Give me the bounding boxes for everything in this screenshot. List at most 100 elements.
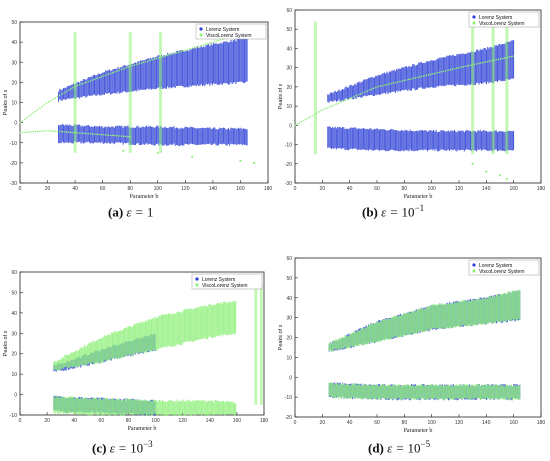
legend-marker-viscolorenz-system bbox=[472, 269, 476, 273]
viscolorenz-system-curve-upper-point bbox=[50, 99, 52, 102]
data-layer bbox=[53, 284, 263, 417]
y-axis-label: Peaks of x bbox=[278, 83, 284, 109]
y-tick-label: 60 bbox=[286, 256, 292, 262]
viscolorenz-system-vertical-band bbox=[471, 21, 475, 155]
x-tick-label: 40 bbox=[71, 418, 77, 424]
viscolorenz-system-curve-lower-point bbox=[113, 134, 116, 137]
viscolorenz-system-curve-lower-point bbox=[45, 129, 48, 132]
viscolorenz-system-curve-upper-point bbox=[449, 68, 452, 71]
viscolorenz-system-curve-upper-point bbox=[442, 70, 445, 73]
viscolorenz-system-curve-upper-point bbox=[318, 111, 320, 113]
y-tick-label: 50 bbox=[11, 20, 17, 26]
viscolorenz-system-curve-upper-point bbox=[377, 85, 379, 88]
viscolorenz-system-curve-upper-point bbox=[102, 75, 105, 77]
caption-d-tag: (d) bbox=[368, 440, 384, 456]
viscolorenz-system-curve-upper-point bbox=[193, 46, 195, 49]
viscolorenz-system-curve-upper-point bbox=[431, 73, 434, 75]
viscolorenz-system-curve-upper-point bbox=[149, 59, 151, 62]
viscolorenz-system-vertical-band bbox=[128, 32, 132, 153]
viscolorenz-system-curve-upper-point bbox=[19, 121, 21, 124]
viscolorenz-system-curve-lower-point bbox=[39, 130, 41, 133]
viscolorenz-system-vertical-band bbox=[505, 21, 509, 155]
x-tick-label: 100 bbox=[154, 186, 163, 192]
viscolorenz-system-curve-upper-point bbox=[296, 123, 298, 125]
y-tick-label: 50 bbox=[286, 276, 292, 282]
viscolorenz-system-curve-upper-point bbox=[180, 50, 182, 53]
viscolorenz-system-curve-upper-point bbox=[464, 65, 467, 68]
viscolorenz-system-curve-upper-point bbox=[388, 83, 390, 85]
y-tick-label: 40 bbox=[286, 46, 292, 52]
legend-box bbox=[468, 11, 540, 28]
viscolorenz-system-curve-upper-point bbox=[191, 47, 193, 50]
viscolorenz-system-curve-upper-point bbox=[484, 61, 487, 63]
legend-label-lorenz-system: Lorenz System bbox=[206, 27, 239, 33]
viscolorenz-system-curve-upper-point bbox=[311, 114, 314, 117]
viscolorenz-system-curve-upper-point bbox=[91, 79, 94, 81]
viscolorenz-system-curve-upper-point bbox=[386, 83, 388, 86]
viscolorenz-system-curve-lower-point bbox=[125, 135, 127, 138]
viscolorenz-system-curve-upper-point bbox=[355, 94, 358, 97]
viscolorenz-system-scatter-point bbox=[122, 149, 125, 152]
viscolorenz-system-curve-lower-point bbox=[83, 132, 85, 135]
viscolorenz-system-vertical-band bbox=[254, 284, 258, 405]
viscolorenz-system-curve-upper-point bbox=[28, 115, 30, 117]
viscolorenz-system-curve-upper-point bbox=[475, 63, 478, 65]
viscolorenz-system-curve-upper-point bbox=[460, 66, 462, 69]
viscolorenz-system-curve-lower-point bbox=[28, 131, 30, 133]
viscolorenz-system-curve-lower-point bbox=[85, 132, 87, 135]
y-tick-label: 50 bbox=[11, 290, 17, 296]
viscolorenz-system-curve-upper-point bbox=[125, 67, 127, 69]
viscolorenz-system-curve-lower-point bbox=[30, 131, 32, 133]
x-tick-label: 140 bbox=[482, 420, 491, 426]
data-layer bbox=[19, 31, 256, 164]
viscolorenz-system-curve-lower-point bbox=[67, 131, 70, 134]
viscolorenz-system-curve-lower-point bbox=[91, 133, 94, 135]
viscolorenz-system-curve-upper-point bbox=[186, 48, 189, 51]
caption-a-value: 1 bbox=[146, 204, 154, 220]
viscolorenz-system-curve-upper-point bbox=[372, 87, 375, 90]
viscolorenz-system-scatter-point bbox=[505, 178, 508, 181]
viscolorenz-system-scatter-point bbox=[239, 159, 242, 162]
viscolorenz-system-curve-upper-point bbox=[499, 58, 502, 60]
x-tick-label: 20 bbox=[320, 186, 326, 192]
viscolorenz-system-curve-upper-point bbox=[370, 88, 373, 90]
viscolorenz-system-curve-upper-point bbox=[142, 61, 145, 64]
viscolorenz-system-curve-lower-point bbox=[118, 135, 120, 137]
x-tick-label: 140 bbox=[209, 186, 218, 192]
viscolorenz-system-curve-upper-point bbox=[78, 83, 81, 86]
y-tick-label: -10 bbox=[285, 395, 292, 401]
x-tick-label: 160 bbox=[236, 186, 245, 192]
viscolorenz-system-curve-upper-point bbox=[162, 55, 165, 58]
viscolorenz-system-vertical-band bbox=[491, 21, 495, 155]
viscolorenz-system-curve-upper-point bbox=[368, 89, 371, 91]
viscolorenz-system-curve-upper-point bbox=[96, 77, 98, 80]
viscolorenz-system-curve-upper-point bbox=[379, 85, 382, 87]
viscolorenz-system-curve-upper-point bbox=[133, 64, 136, 66]
legend-label-lorenz-system: Lorenz System bbox=[202, 277, 235, 283]
y-tick-label: 40 bbox=[286, 296, 292, 302]
viscolorenz-system-curve-upper-point bbox=[366, 90, 368, 92]
caption-c-value: 10 bbox=[130, 440, 144, 456]
viscolorenz-system-curve-upper-point bbox=[136, 63, 138, 66]
caption-a: (a) ε = 1 bbox=[108, 203, 153, 220]
viscolorenz-system-curve-upper-point bbox=[405, 79, 408, 81]
data-layer bbox=[294, 21, 515, 181]
y-tick-label: 0 bbox=[14, 121, 17, 127]
viscolorenz-system-curve-upper-point bbox=[32, 112, 35, 114]
viscolorenz-system-curve-upper-point bbox=[501, 57, 504, 60]
x-axis-label: Parameter b bbox=[128, 426, 157, 432]
x-tick-label: 0 bbox=[19, 186, 22, 192]
plot-frame bbox=[294, 9, 542, 184]
legend-label-viscolorenz-system: ViscoLorenz System bbox=[479, 269, 524, 275]
viscolorenz-system-curve-upper-point bbox=[116, 70, 118, 72]
viscolorenz-system-curve-upper-point bbox=[199, 44, 202, 47]
viscolorenz-system-curve-lower-point bbox=[32, 130, 35, 133]
viscolorenz-system-curve-upper-point bbox=[45, 102, 48, 105]
viscolorenz-system-curve-upper-point bbox=[425, 74, 427, 77]
viscolorenz-system-curve-upper-point bbox=[364, 91, 366, 93]
viscolorenz-system-curve-upper-point bbox=[436, 71, 438, 74]
viscolorenz-system-curve-upper-point bbox=[100, 75, 103, 78]
viscolorenz-system-curve-lower-point bbox=[21, 131, 24, 134]
y-tick-label: 60 bbox=[286, 8, 292, 14]
legend-marker-viscolorenz-system bbox=[472, 21, 476, 25]
